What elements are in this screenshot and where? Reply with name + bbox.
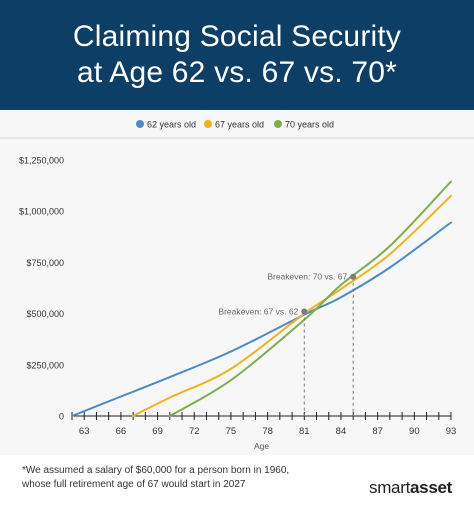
legend-label-2: 67 years old — [215, 120, 264, 130]
legend-marker-2 — [204, 120, 212, 128]
x-tick-label: 84 — [336, 426, 347, 437]
y-tick-label: $250,000 — [26, 360, 64, 370]
series-line-3 — [168, 180, 452, 417]
breakeven-point-2 — [350, 273, 357, 280]
breakeven-point-1 — [301, 308, 308, 315]
breakeven-label-2: Breakeven: 70 vs. 67 — [267, 272, 347, 282]
footnote-line1: *We assumed a salary of $60,000 for a pe… — [22, 465, 290, 476]
x-tick-label: 66 — [116, 426, 127, 437]
brand-logo-part2: asset — [410, 478, 452, 497]
x-tick-label: 75 — [226, 426, 237, 437]
legend-label-1: 62 years old — [147, 120, 196, 130]
x-tick-label: 93 — [446, 426, 457, 437]
x-tick-label: 90 — [409, 426, 420, 437]
y-tick-label: $500,000 — [26, 309, 64, 319]
x-tick-label: 69 — [152, 426, 163, 437]
chart-footer: *We assumed a salary of $60,000 for a pe… — [0, 455, 474, 507]
chart-title-line1: Claiming Social Security — [72, 20, 402, 53]
series-line-1 — [71, 221, 452, 417]
x-axis-label: Age — [254, 441, 269, 451]
chart-header: Claiming Social Security at Age 62 vs. 6… — [0, 0, 474, 110]
breakeven-label-1: Breakeven: 67 vs. 62 — [218, 307, 298, 317]
x-tick-label: 72 — [189, 426, 200, 437]
legend-label-3: 70 years old — [285, 120, 334, 130]
legend-marker-3 — [274, 120, 282, 128]
chart-title-line2: at Age 62 vs. 67 vs. 70* — [76, 56, 397, 89]
y-tick-label: 0 — [59, 412, 64, 422]
legend-marker-1 — [136, 120, 144, 128]
x-tick-label: 78 — [262, 426, 273, 437]
y-tick-label: $750,000 — [26, 258, 64, 268]
x-tick-label: 63 — [79, 426, 90, 437]
y-tick-label: $1,250,000 — [19, 156, 64, 166]
line-chart: 62 years old 67 years old 70 years old 0 $25… — [0, 120, 474, 451]
brand-logo: smartasset — [369, 478, 452, 498]
footnote-line2: whose full retirement age of 67 would st… — [22, 479, 246, 490]
x-tick-label: 81 — [299, 426, 310, 437]
x-tick-label: 87 — [372, 426, 383, 437]
plot-background — [0, 110, 474, 455]
brand-logo-part1: smart — [369, 478, 411, 497]
y-tick-label: $1,000,000 — [19, 207, 64, 217]
